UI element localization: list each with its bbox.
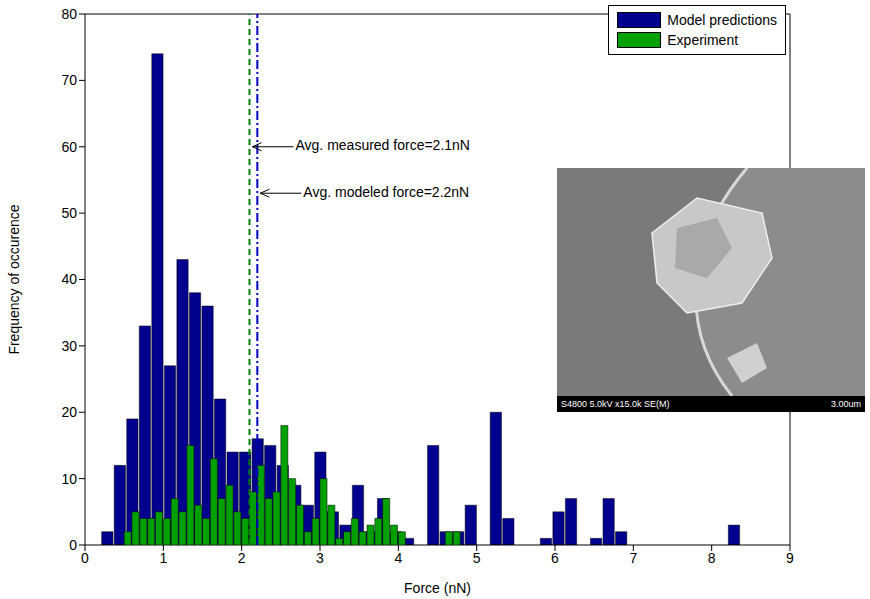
- html-text:S4800 5.0kV x15.0k SE(M): S4800 5.0kV x15.0k SE(M): [561, 399, 670, 409]
- svg-text:30: 30: [61, 338, 77, 354]
- svg-text:60: 60: [61, 139, 77, 155]
- svg-text:5: 5: [473, 550, 481, 566]
- html-text:3.00um: 3.00um: [831, 399, 861, 409]
- svg-text:50: 50: [61, 205, 77, 221]
- svg-text:2: 2: [238, 550, 246, 566]
- svg-text:Avg. modeled force=2.2nN: Avg. modeled force=2.2nN: [303, 184, 469, 200]
- svg-text:Avg. measured force=2.1nN: Avg. measured force=2.1nN: [296, 137, 470, 153]
- svg-text:10: 10: [61, 471, 77, 487]
- svg-text:7: 7: [629, 550, 637, 566]
- html-text:Experiment: Experiment: [667, 32, 739, 48]
- svg-text:6: 6: [551, 550, 559, 566]
- svg-text:4: 4: [394, 550, 402, 566]
- svg-text:3: 3: [316, 550, 324, 566]
- svg-text:40: 40: [61, 271, 77, 287]
- svg-text:20: 20: [61, 404, 77, 420]
- svg-text:0: 0: [81, 550, 89, 566]
- svg-text:8: 8: [708, 550, 716, 566]
- svg-text:1: 1: [159, 550, 167, 566]
- svg-text:70: 70: [61, 72, 77, 88]
- svg-text:Force (nN): Force (nN): [404, 580, 471, 596]
- svg-text:0: 0: [69, 537, 77, 553]
- svg-text:Frequency of occurence: Frequency of occurence: [6, 204, 22, 354]
- svg-text:9: 9: [786, 550, 794, 566]
- html-text:Model predictions: Model predictions: [667, 12, 777, 28]
- svg-text:80: 80: [61, 6, 77, 22]
